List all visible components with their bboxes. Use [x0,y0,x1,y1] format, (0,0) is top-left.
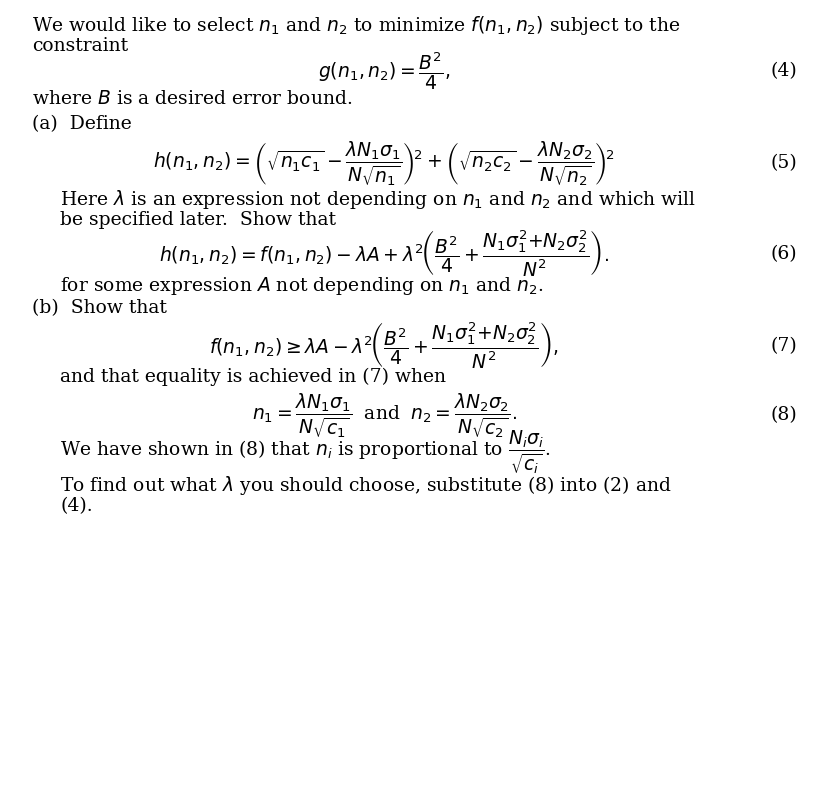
Text: be specified later.  Show that: be specified later. Show that [60,211,337,229]
Text: Here $\lambda$ is an expression not depending on $n_1$ and $n_2$ and which will: Here $\lambda$ is an expression not depe… [60,188,696,211]
Text: and that equality is achieved in (7) when: and that equality is achieved in (7) whe… [60,368,446,387]
Text: (a)  Define: (a) Define [32,115,131,133]
Text: (7): (7) [771,337,797,354]
Text: $g(n_1, n_2) = \dfrac{B^2}{4},$: $g(n_1, n_2) = \dfrac{B^2}{4},$ [318,50,450,92]
Text: We would like to select $n_1$ and $n_2$ to minimize $f(n_1, n_2)$ subject to the: We would like to select $n_1$ and $n_2$ … [32,13,680,37]
Text: (6): (6) [771,245,797,263]
Text: (4).: (4). [60,497,93,514]
Text: $h(n_1, n_2) = f(n_1, n_2) - \lambda A + \lambda^2\!\left(\dfrac{B^2}{4} + \dfra: $h(n_1, n_2) = f(n_1, n_2) - \lambda A +… [159,229,610,279]
Text: To find out what $\lambda$ you should choose, substitute (8) into (2) and: To find out what $\lambda$ you should ch… [60,473,672,497]
Text: $n_1 = \dfrac{\lambda N_1 \sigma_1}{N\sqrt{c_1}}\;$ and $\;n_2 = \dfrac{\lambda : $n_1 = \dfrac{\lambda N_1 \sigma_1}{N\sq… [251,391,517,439]
Text: for some expression $A$ not depending on $n_1$ and $n_2$.: for some expression $A$ not depending on… [60,275,544,297]
Text: where $B$ is a desired error bound.: where $B$ is a desired error bound. [32,90,352,107]
Text: (4): (4) [771,62,797,80]
Text: constraint: constraint [32,37,128,54]
Text: $h(n_1, n_2) = \left(\sqrt{n_1 c_1} - \dfrac{\lambda N_1 \sigma_1}{N\sqrt{n_1}}\: $h(n_1, n_2) = \left(\sqrt{n_1 c_1} - \d… [154,139,615,188]
Text: (5): (5) [771,155,797,172]
Text: (b)  Show that: (b) Show that [32,299,167,316]
Text: $f(n_1, n_2) \geq \lambda A - \lambda^2\!\left(\dfrac{B^2}{4} + \dfrac{N_1 \sigm: $f(n_1, n_2) \geq \lambda A - \lambda^2\… [210,320,559,371]
Text: We have shown in (8) that $n_i$ is proportional to $\dfrac{N_i \sigma_i}{\sqrt{c: We have shown in (8) that $n_i$ is propo… [60,428,551,476]
Text: (8): (8) [771,406,797,424]
